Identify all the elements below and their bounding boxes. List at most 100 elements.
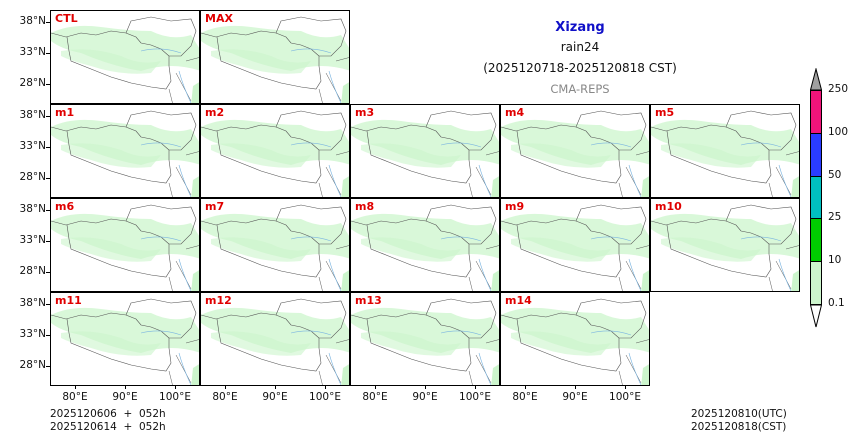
map-panel-m10: m10 bbox=[650, 198, 800, 292]
y-tick bbox=[46, 147, 50, 148]
colorbar-segment bbox=[810, 133, 822, 177]
panel-label: m2 bbox=[205, 106, 225, 119]
y-tick bbox=[46, 53, 50, 54]
map-panel-m3: m3 bbox=[350, 104, 500, 198]
map-panel-ctl: CTL bbox=[50, 10, 200, 104]
x-tick bbox=[475, 385, 476, 389]
y-tick bbox=[46, 335, 50, 336]
map-panel-m4: m4 bbox=[500, 104, 650, 198]
chart-model: CMA-REPS bbox=[550, 82, 610, 96]
init-time-2: 2025120614 + 052h bbox=[50, 421, 166, 433]
map-panel-m8: m8 bbox=[350, 198, 500, 292]
colorbar-label: 50 bbox=[828, 169, 842, 181]
y-tick-label: 28°N bbox=[19, 265, 46, 277]
x-tick-label: 90°E bbox=[562, 391, 588, 403]
y-tick bbox=[46, 210, 50, 211]
panel-label: m10 bbox=[655, 200, 682, 213]
map-panel-m2: m2 bbox=[200, 104, 350, 198]
x-tick bbox=[325, 385, 326, 389]
y-tick-label: 33°N bbox=[19, 328, 46, 340]
map-panel-m13: m13 bbox=[350, 292, 500, 386]
y-tick-label: 38°N bbox=[19, 15, 46, 27]
chart-period: (2025120718-2025120818 CST) bbox=[483, 61, 677, 75]
x-tick bbox=[575, 385, 576, 389]
y-tick bbox=[46, 116, 50, 117]
x-tick-label: 100°E bbox=[309, 391, 341, 403]
y-tick-label: 38°N bbox=[19, 203, 46, 215]
panel-label: m1 bbox=[55, 106, 75, 119]
map-panel-m7: m7 bbox=[200, 198, 350, 292]
x-tick-label: 100°E bbox=[609, 391, 641, 403]
map-panel-m12: m12 bbox=[200, 292, 350, 386]
colorbar-segment bbox=[810, 90, 822, 134]
map-panel-m14: m14 bbox=[500, 292, 650, 386]
colorbar-label: 0.1 bbox=[828, 297, 845, 309]
init-time-1: 2025120606 + 052h bbox=[50, 408, 166, 420]
x-tick bbox=[225, 385, 226, 389]
y-tick-label: 28°N bbox=[19, 359, 46, 371]
panel-label: m8 bbox=[355, 200, 375, 213]
colorbar-segment bbox=[810, 218, 822, 262]
map-panel-m5: m5 bbox=[650, 104, 800, 198]
panel-label: m5 bbox=[655, 106, 675, 119]
x-tick bbox=[275, 385, 276, 389]
panel-label: CTL bbox=[55, 12, 78, 25]
x-tick bbox=[175, 385, 176, 389]
map-panel-max: MAX bbox=[200, 10, 350, 104]
panel-label: m14 bbox=[505, 294, 532, 307]
y-tick bbox=[46, 84, 50, 85]
y-tick-label: 38°N bbox=[19, 109, 46, 121]
panel-label: m7 bbox=[205, 200, 225, 213]
x-tick bbox=[425, 385, 426, 389]
valid-time-cst: 2025120818(CST) bbox=[691, 421, 787, 433]
map-panel-m9: m9 bbox=[500, 198, 650, 292]
x-tick-label: 90°E bbox=[412, 391, 438, 403]
map-panel-m6: m6 bbox=[50, 198, 200, 292]
panel-label: m3 bbox=[355, 106, 375, 119]
y-tick bbox=[46, 22, 50, 23]
x-tick-label: 100°E bbox=[459, 391, 491, 403]
valid-time-utc: 2025120810(UTC) bbox=[691, 408, 787, 420]
x-tick bbox=[525, 385, 526, 389]
map-panel-m11: m11 bbox=[50, 292, 200, 386]
panel-label: m11 bbox=[55, 294, 82, 307]
colorbar-extend-max bbox=[810, 68, 822, 91]
colorbar-segment bbox=[810, 176, 822, 220]
colorbar-segment bbox=[810, 261, 822, 305]
y-tick-label: 28°N bbox=[19, 171, 46, 183]
y-tick bbox=[46, 304, 50, 305]
chart-variable: rain24 bbox=[560, 40, 600, 54]
panel-label: m6 bbox=[55, 200, 75, 213]
y-tick bbox=[46, 366, 50, 367]
y-tick-label: 33°N bbox=[19, 140, 46, 152]
panel-label: m9 bbox=[505, 200, 525, 213]
y-tick-label: 33°N bbox=[19, 234, 46, 246]
panel-label: m13 bbox=[355, 294, 382, 307]
colorbar-label: 25 bbox=[828, 211, 842, 223]
panel-label: m4 bbox=[505, 106, 525, 119]
x-tick-label: 80°E bbox=[512, 391, 538, 403]
x-tick-label: 80°E bbox=[362, 391, 388, 403]
panel-label: m12 bbox=[205, 294, 232, 307]
y-tick bbox=[46, 272, 50, 273]
x-tick-label: 80°E bbox=[212, 391, 238, 403]
colorbar-label: 250 bbox=[828, 83, 849, 95]
y-tick-label: 38°N bbox=[19, 297, 46, 309]
x-tick-label: 100°E bbox=[159, 391, 191, 403]
y-tick bbox=[46, 241, 50, 242]
panel-label: MAX bbox=[205, 12, 233, 25]
colorbar-label: 10 bbox=[828, 254, 842, 266]
x-tick bbox=[125, 385, 126, 389]
y-tick-label: 28°N bbox=[19, 77, 46, 89]
x-tick bbox=[75, 385, 76, 389]
chart-title: Xizang bbox=[555, 20, 605, 35]
x-tick-label: 80°E bbox=[62, 391, 88, 403]
y-tick bbox=[46, 178, 50, 179]
colorbar-extend-min bbox=[810, 304, 822, 328]
x-tick bbox=[625, 385, 626, 389]
colorbar-label: 100 bbox=[828, 126, 849, 138]
x-tick-label: 90°E bbox=[112, 391, 138, 403]
y-tick-label: 33°N bbox=[19, 46, 46, 58]
map-panel-m1: m1 bbox=[50, 104, 200, 198]
x-tick-label: 90°E bbox=[262, 391, 288, 403]
